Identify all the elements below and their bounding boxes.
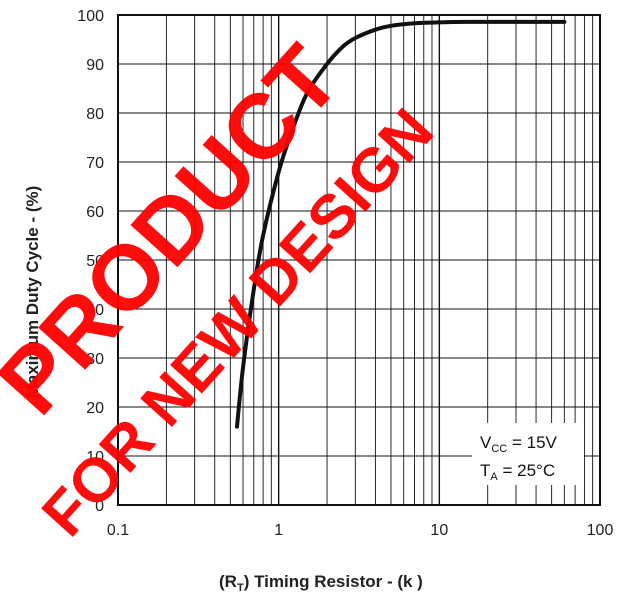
y-axis-title: Maximum Duty Cycle - (%) <box>23 186 42 399</box>
y-tick-label: 50 <box>86 253 104 270</box>
x-tick-labels: 0.1 1 10 100 <box>107 522 614 539</box>
watermark: PRODUCT FOR NEW DESIGN <box>0 27 447 549</box>
plot-frame <box>117 14 601 506</box>
x-tick-label: 0.1 <box>107 522 129 539</box>
vcc-condition: VCC = 15V <box>480 433 558 455</box>
x-axis-title: (RT) Timing Resistor - (k ) <box>219 572 423 594</box>
y-tick-label: 70 <box>86 155 104 172</box>
series-curve <box>235 19 567 429</box>
y-tick-label: 100 <box>77 8 104 25</box>
y-tick-label: 0 <box>95 498 104 515</box>
y-tick-label: 40 <box>86 302 104 319</box>
y-tick-label: 80 <box>86 106 104 123</box>
y-tick-label: 60 <box>86 204 104 221</box>
conditions-box <box>472 423 584 485</box>
y-tick-label: 20 <box>86 400 104 417</box>
x-tick-label: 10 <box>430 522 448 539</box>
ta-condition: TA = 25°C <box>480 461 555 483</box>
y-tick-label: 30 <box>86 351 104 368</box>
y-tick-label: 90 <box>86 57 104 74</box>
y-tick-labels: 0 10 20 30 40 50 60 70 80 90 100 <box>77 8 104 515</box>
y-tick-label: 10 <box>86 449 104 466</box>
x-tick-label: 100 <box>587 522 614 539</box>
x-tick-label: 1 <box>274 522 283 539</box>
